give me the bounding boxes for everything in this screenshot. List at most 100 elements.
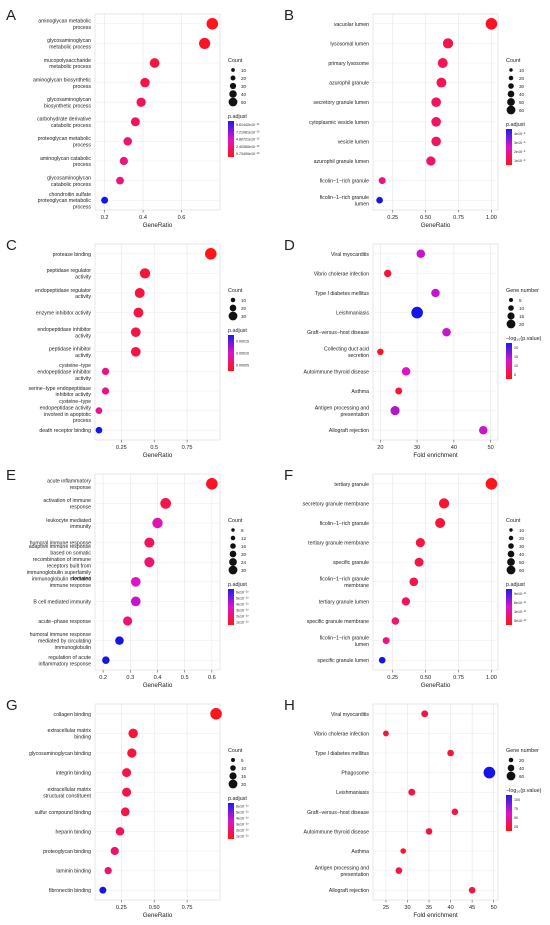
color-legend-title: −log₁₀(p.value) xyxy=(506,788,542,794)
category-label-line: acute−phase response xyxy=(38,619,91,625)
category-label: Autoimmune thyroid disease xyxy=(304,829,370,835)
size-legend-dot xyxy=(229,304,237,312)
size-legend-label: 30 xyxy=(519,544,525,549)
category-label-line: activity xyxy=(75,294,91,300)
data-point xyxy=(485,478,498,490)
data-point xyxy=(149,58,160,68)
x-tick-label: 0.25 xyxy=(116,445,127,451)
category-label: Leishmaniasis xyxy=(336,311,369,317)
data-point xyxy=(438,498,450,509)
size-legend-label: 30 xyxy=(241,84,247,89)
x-tick-label: 30 xyxy=(404,905,410,911)
category-label-line: specific granule xyxy=(333,560,369,566)
color-legend-label: 6e10⁻¹⁰ xyxy=(236,591,249,595)
x-axis-label: GeneRatio xyxy=(143,912,173,919)
data-point xyxy=(160,498,172,509)
color-legend-label: 0.00010 xyxy=(236,352,249,356)
data-point xyxy=(110,846,119,856)
x-tick-label: 0.2 xyxy=(101,215,109,221)
size-legend-dot xyxy=(229,82,237,90)
category-label: Autoimmune thyroid disease xyxy=(304,369,370,375)
category-label: acute inflammatory response xyxy=(47,479,91,491)
size-legend-label: 10 xyxy=(241,68,247,73)
category-label-line: collagen binding xyxy=(54,712,92,718)
color-legend-label: 1e10⁻⁸ xyxy=(514,159,526,163)
category-label-line: glycosaminoglycan xyxy=(47,97,91,103)
x-tick-label: 0.2 xyxy=(99,675,107,681)
category-label-line: death receptor binding xyxy=(39,428,91,434)
category-label-line: tertiary granule xyxy=(334,482,369,488)
category-label-line: secretory granule lumen xyxy=(313,100,369,106)
size-legend-dot xyxy=(508,757,514,763)
panel-d: D Viral myocarditis Vibrio cholerae infect… xyxy=(284,237,542,459)
x-tick-label: 20 xyxy=(377,445,383,451)
category-label: azurophil granule xyxy=(329,81,369,87)
category-label: aminoglycan catabolic process xyxy=(40,156,91,168)
x-tick-label: 0.50 xyxy=(149,905,160,911)
x-axis-label: GeneRatio xyxy=(421,222,451,229)
color-legend-label: 5e10⁻¹⁰ xyxy=(236,811,249,815)
data-point xyxy=(104,866,112,875)
size-legend-label: 30 xyxy=(241,568,247,573)
category-label: Graft−versus−host disease xyxy=(307,330,369,336)
data-point xyxy=(128,728,138,739)
size-legend-dot xyxy=(507,558,515,566)
category-label: heparin binding xyxy=(56,829,92,835)
category-label-line: ficolin−1−rich granule xyxy=(320,577,369,583)
size-legend-label: 16 xyxy=(241,544,247,549)
size-legend-label: 30 xyxy=(519,84,525,89)
color-legend-label: 3e10⁻⁸ xyxy=(514,141,526,145)
data-point xyxy=(384,269,392,278)
x-tick-label: 0.5 xyxy=(181,675,189,681)
size-legend-label: 50 xyxy=(241,100,247,105)
category-label-line: Vibrio cholerae infection xyxy=(314,271,369,277)
data-point xyxy=(414,557,424,567)
category-label-line: endopeptidase inhibitor xyxy=(37,369,91,375)
size-legend-dot xyxy=(507,764,515,772)
x-tick-label: 25 xyxy=(383,905,389,911)
data-point xyxy=(376,196,383,204)
data-point xyxy=(431,116,441,127)
category-label: ficolin−1−rich granule lumen xyxy=(320,635,369,647)
category-label: integrin binding xyxy=(56,771,91,777)
category-label-line: Graft−versus−host disease xyxy=(307,330,369,336)
category-label: acute−phase response xyxy=(38,619,91,625)
data-point xyxy=(411,306,423,319)
plot-area xyxy=(94,243,221,441)
category-label-line: inhibitor activity xyxy=(56,392,92,398)
category-label: death receptor binding xyxy=(39,428,91,434)
x-tick-label: 50 xyxy=(488,445,494,451)
category-label-line: tertiary granule lumen xyxy=(319,599,369,605)
category-label-line: metabolic process xyxy=(49,64,91,70)
size-legend-dot xyxy=(506,565,516,575)
size-legend-dot xyxy=(230,297,236,303)
data-point xyxy=(130,327,141,338)
category-label: specific granule membrane xyxy=(307,619,369,625)
size-legend-label: 40 xyxy=(519,766,525,771)
category-label-line: process xyxy=(73,84,92,90)
category-label: Leishmaniasis xyxy=(336,790,369,796)
category-label-line: lumen xyxy=(355,201,369,207)
size-legend-dot xyxy=(507,312,515,320)
category-label-line: cysteine−type xyxy=(59,399,91,405)
plot-area xyxy=(94,703,221,901)
size-legend-label: 10 xyxy=(241,298,247,303)
category-label: tertiary granule membrane xyxy=(308,541,369,547)
data-point xyxy=(442,38,454,49)
category-label: tertiary granule lumen xyxy=(319,599,369,605)
color-legend-label: 5 xyxy=(514,373,516,377)
category-label: Viral myocarditis xyxy=(331,712,369,718)
panel-letter: F xyxy=(284,467,293,484)
data-point xyxy=(122,787,132,797)
data-point xyxy=(115,827,125,836)
category-label: peptidase regulator activity xyxy=(47,268,92,280)
category-label-line: cytoplasmic vesicle lumen xyxy=(309,120,369,126)
x-tick-label: 0.3 xyxy=(126,675,134,681)
category-label: ficolin−1−rich granule xyxy=(320,179,369,185)
data-point xyxy=(140,77,150,88)
panel-letter: A xyxy=(6,7,16,24)
size-legend-dot xyxy=(508,83,514,89)
color-legend-title: p.adjust xyxy=(506,582,525,588)
size-legend-title: Gene number xyxy=(506,288,539,294)
category-label-line: inflammatory response xyxy=(39,661,92,667)
